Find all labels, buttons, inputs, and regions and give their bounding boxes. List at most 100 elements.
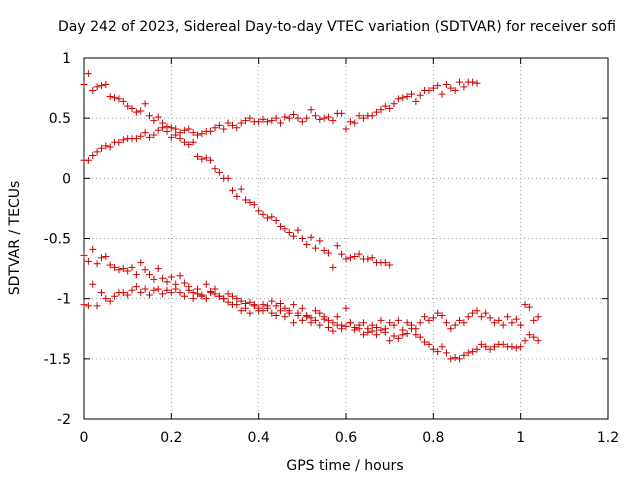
data-point-lower-b xyxy=(534,313,542,321)
data-point-falling-middle xyxy=(329,263,337,271)
data-point-lower-a xyxy=(180,279,188,287)
data-point-lower-b xyxy=(303,312,311,320)
data-point-rising-upper xyxy=(351,119,359,127)
data-point-rising-upper xyxy=(294,114,302,122)
data-point-rising-upper xyxy=(89,151,97,159)
data-point-lower-b xyxy=(447,325,455,333)
data-point-rising-upper xyxy=(268,117,276,125)
data-point-falling-middle xyxy=(211,165,219,173)
data-point-lower-b xyxy=(189,295,197,303)
axis-ticks: 0 0.2 0.4 0.6 0.8 1 1.2 -2 -1.5 -1 -0.5 0 0.5 1 xyxy=(44,51,619,446)
data-point-falling-middle xyxy=(89,86,97,94)
data-point-lower-a xyxy=(93,260,101,268)
data-point-falling-middle xyxy=(277,222,284,230)
data-point-rising-upper xyxy=(172,125,180,133)
data-point-lower-b xyxy=(320,313,328,321)
data-point-lower-a xyxy=(412,331,420,339)
data-point-rising-upper xyxy=(141,129,149,137)
data-point-lower-b xyxy=(97,289,105,297)
data-point-rising-upper xyxy=(368,112,376,120)
data-point-rising-upper xyxy=(176,129,184,137)
data-point-lower-a xyxy=(128,263,136,271)
data-point-lower-a xyxy=(530,333,538,341)
data-point-lower-a xyxy=(141,266,149,274)
data-point-lower-b xyxy=(84,302,92,310)
data-point-lower-b xyxy=(377,316,385,324)
data-point-rising-upper xyxy=(307,106,315,114)
data-point-lower-a xyxy=(137,259,145,267)
data-point-lower-a xyxy=(159,274,167,282)
data-point-falling-middle xyxy=(167,133,175,141)
data-point-lower-b xyxy=(159,290,167,298)
data-point-falling-middle xyxy=(115,95,123,103)
data-point-falling-middle xyxy=(119,97,127,105)
data-point-lower-b xyxy=(233,295,241,303)
data-point-lower-b xyxy=(521,301,529,309)
data-point-rising-upper xyxy=(311,112,319,120)
data-point-lower-a xyxy=(486,345,494,353)
data-point-lower-b xyxy=(425,316,433,324)
data-point-falling-middle xyxy=(281,225,289,233)
data-point-rising-upper xyxy=(194,131,202,139)
data-point-rising-upper xyxy=(456,78,464,86)
data-point-lower-b xyxy=(508,319,516,327)
data-point-lower-b xyxy=(207,289,215,297)
data-point-lower-b xyxy=(464,313,472,321)
data-point-falling-middle xyxy=(207,156,215,164)
data-point-rising-upper xyxy=(451,86,459,94)
data-point-rising-upper xyxy=(355,112,363,120)
data-point-falling-middle xyxy=(311,244,319,252)
data-point-lower-b xyxy=(80,301,88,309)
data-point-lower-a xyxy=(329,327,337,335)
data-point-rising-upper xyxy=(84,156,92,164)
data-point-lower-a xyxy=(80,251,88,259)
data-point-lower-a xyxy=(434,348,442,356)
data-point-lower-b xyxy=(250,301,258,309)
data-point-lower-b xyxy=(272,302,280,310)
data-point-rising-upper xyxy=(146,133,153,141)
data-point-lower-a xyxy=(499,340,507,348)
data-point-falling-middle xyxy=(290,232,298,240)
data-point-falling-middle xyxy=(386,261,394,269)
data-point-rising-upper xyxy=(298,118,306,126)
data-point-rising-upper xyxy=(338,109,346,117)
data-point-lower-b xyxy=(185,286,193,294)
data-point-lower-a xyxy=(202,280,210,288)
data-point-lower-b xyxy=(429,314,437,322)
data-point-lower-b xyxy=(346,319,354,327)
data-point-lower-b xyxy=(399,326,407,334)
y-tick-label: -2 xyxy=(57,412,71,428)
data-point-rising-upper xyxy=(359,114,367,122)
data-point-lower-b xyxy=(255,307,263,315)
data-point-falling-middle xyxy=(237,185,245,193)
data-point-lower-a xyxy=(290,319,298,327)
data-point-falling-middle xyxy=(325,249,333,257)
data-point-lower-a xyxy=(246,309,254,317)
data-point-rising-upper xyxy=(150,131,158,139)
data-point-falling-middle xyxy=(189,138,197,146)
data-point-lower-a xyxy=(386,337,394,345)
data-point-lower-b xyxy=(281,304,289,312)
data-point-lower-b xyxy=(316,309,324,317)
data-point-lower-b xyxy=(93,302,101,310)
data-point-lower-a xyxy=(477,340,485,348)
data-point-lower-b xyxy=(150,286,158,294)
data-point-lower-a xyxy=(368,327,376,335)
data-point-rising-upper xyxy=(320,114,328,122)
data-point-lower-b xyxy=(285,307,293,315)
data-point-lower-a xyxy=(176,272,184,280)
data-point-lower-b xyxy=(106,297,114,305)
data-point-lower-b xyxy=(220,295,228,303)
data-point-falling-middle xyxy=(137,107,145,115)
data-point-lower-b xyxy=(194,290,202,298)
data-point-lower-b xyxy=(224,290,232,298)
data-point-lower-b xyxy=(469,309,477,317)
data-point-falling-middle xyxy=(128,105,136,113)
data-point-rising-upper xyxy=(394,95,402,103)
data-point-lower-b xyxy=(342,304,350,312)
data-point-rising-upper xyxy=(425,86,433,94)
data-point-falling-middle xyxy=(163,127,171,135)
data-point-lower-b xyxy=(311,307,319,315)
data-point-falling-middle xyxy=(346,254,354,262)
data-point-falling-middle xyxy=(194,153,202,161)
